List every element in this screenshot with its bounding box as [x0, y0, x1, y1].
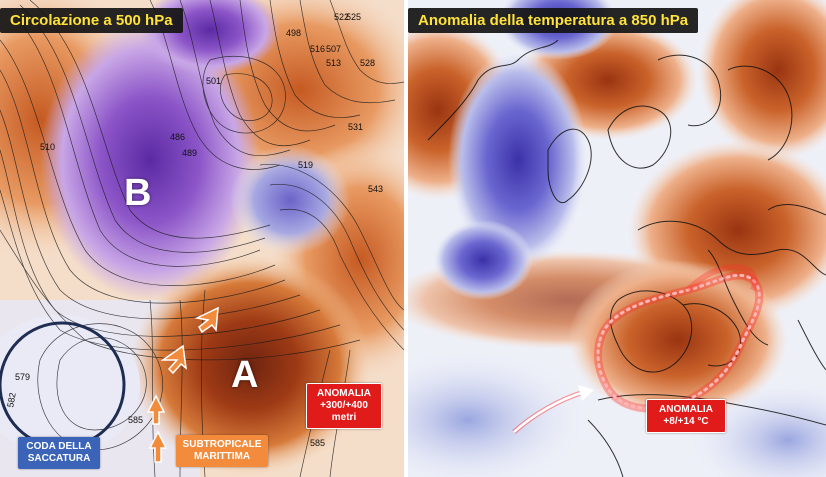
trough-tail-label: CODA DELLA SACCATURA	[18, 437, 100, 469]
airmass-arrows	[146, 306, 219, 463]
isoline-label: 522	[334, 12, 350, 22]
isoline-label: 528	[360, 58, 376, 68]
warm-advection-arrow	[512, 385, 594, 434]
isoline-label: 498	[286, 28, 302, 38]
right-panel-title: Anomalia della temperatura a 850 hPa	[408, 8, 699, 33]
temperature-anomaly-850hpa-map: Anomalia della temperatura a 850 hPa ANO…	[408, 0, 826, 477]
isoline-label: 585	[310, 438, 326, 448]
low-pressure-label: B	[124, 172, 152, 214]
isoline-label: 516	[310, 44, 326, 54]
temperature-anomaly-line2: +8/+14 °C	[663, 416, 709, 427]
trough-tail-line1: CODA DELLA	[26, 441, 92, 452]
geopotential-anomaly-line2: +300/+400	[320, 400, 368, 411]
temperature-anomaly-label: ANOMALIA +8/+14 °C	[646, 399, 726, 433]
isoline-label: 486	[170, 132, 186, 142]
subtropical-airmass-line2: MARITTIMA	[193, 451, 251, 462]
isoline-label: 579	[15, 372, 31, 382]
geopotential-anomaly-line3: metri	[331, 412, 357, 423]
left-panel-title: Circolazione a 500 hPa	[0, 8, 183, 33]
high-pressure-label: A	[231, 354, 259, 396]
isoline-label: 489	[182, 148, 198, 158]
geopotential-500hpa-map: Circolazione a 500 hPa B A 579 582 585 5…	[0, 0, 404, 477]
panel-divider	[404, 0, 408, 477]
isoline-label: 525	[346, 12, 362, 22]
temperature-map-graphic	[408, 0, 826, 477]
trough-tail-line2: SACCATURA	[27, 453, 91, 464]
isoline-label: 543	[368, 184, 384, 194]
isoline-label: 519	[298, 160, 314, 170]
isoline-label: 510	[40, 142, 56, 152]
subtropical-airmass-line1: SUBTROPICALE	[182, 439, 262, 450]
geopotential-anomaly-label: ANOMALIA +300/+400 metri	[306, 383, 382, 429]
isoline-label: 513	[326, 58, 342, 68]
subtropical-airmass-label: SUBTROPICALE MARITTIMA	[176, 435, 268, 467]
isoline-label: 501	[206, 76, 222, 86]
isoline-label: 585	[128, 415, 144, 425]
isoline-label: 531	[348, 122, 364, 132]
geopotential-anomaly-line1: ANOMALIA	[317, 388, 371, 399]
isoline-label: 507	[326, 44, 342, 54]
temperature-anomaly-line1: ANOMALIA	[659, 404, 713, 415]
